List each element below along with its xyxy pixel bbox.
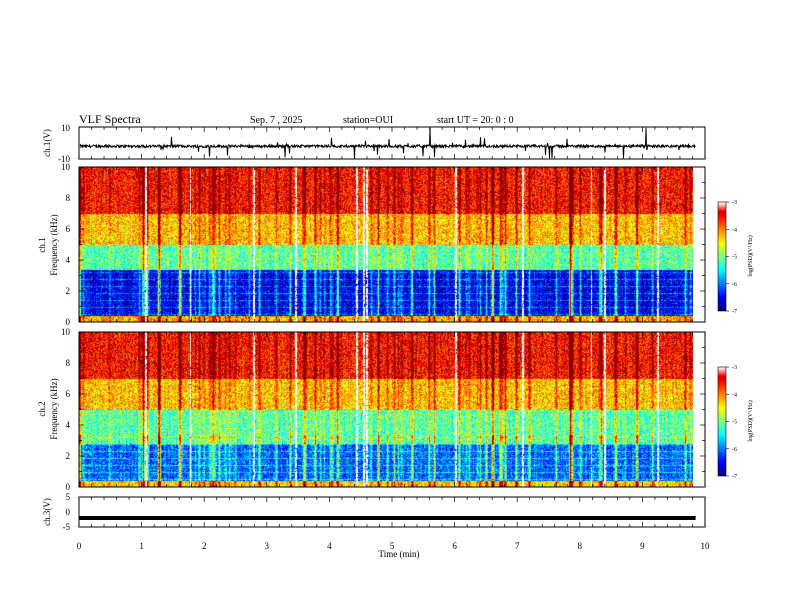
ch1-spec-ytick-0: 0	[66, 317, 71, 327]
ch2-spectrogram-ylabel-frequency: Frequency (kHz)	[49, 378, 59, 439]
x-tick-label-3: 3	[265, 541, 270, 551]
ch1-spectrogram-ylabel-frequency: Frequency (kHz)	[49, 214, 59, 275]
x-tick-label-0: 0	[77, 541, 82, 551]
ch2-spec-ytick-0: 0	[66, 482, 71, 492]
ch3-ylabel: ch.3(V)	[42, 498, 52, 526]
ch2-spec-ytick-10: 10	[61, 327, 71, 337]
ch1-waveform-line	[79, 127, 696, 159]
start-time-label: start UT = 20: 0 : 0	[437, 115, 514, 126]
ch2-colorbar-gradient	[718, 367, 726, 476]
ch1-spectrogram-ylabel-channel: ch.1	[37, 237, 47, 252]
ch1-spectrogram-heatmap	[79, 167, 693, 322]
ch2-spec-ytick-8: 8	[66, 358, 71, 368]
ch3-ytick-top: 5	[66, 492, 71, 502]
ch1-spec-ytick-10: 10	[61, 162, 71, 172]
ch2-spectrogram-panel: 0 2 4 6 8 10 ch.2 Frequency (kHz)	[37, 327, 706, 492]
x-tick-label-8: 8	[578, 541, 583, 551]
x-tick-label-10: 10	[701, 541, 711, 551]
ch2-colorbar-tick-3: -6	[732, 447, 737, 453]
x-tick-label-1: 1	[139, 541, 144, 551]
ch2-spec-ytick-6: 6	[66, 389, 71, 399]
ch3-ytick-bottom: -5	[63, 522, 71, 532]
station-label: station=OUI	[343, 115, 393, 126]
ch2-spectrogram-heatmap	[79, 332, 693, 487]
ch2-colorbar-label: log(PSD)(V²/Hz)	[747, 400, 754, 441]
x-tick-label-7: 7	[515, 541, 520, 551]
ch1-colorbar-tick-2: -5	[732, 255, 737, 261]
ch2-colorbar-tick-2: -5	[732, 420, 737, 426]
ch1-colorbar-tick-1: -4	[732, 227, 737, 233]
x-tick-label-6: 6	[452, 541, 457, 551]
ch1-spec-ytick-4: 4	[66, 255, 71, 265]
ch1-spec-ytick-2: 2	[66, 286, 71, 296]
ch1-colorbar-tick-0: -3	[732, 200, 737, 206]
ch1-colorbar: -3 -4 -5 -6 -7 log(PSD)(V²/Hz)	[717, 200, 754, 315]
ch1-colorbar-label: log(PSD)(V²/Hz)	[747, 235, 754, 276]
ch3-ytick-mid: 0	[66, 507, 71, 517]
x-tick-label-5: 5	[390, 541, 395, 551]
ch1-ylabel: ch.1(V)	[42, 129, 52, 157]
x-tick-label-2: 2	[202, 541, 207, 551]
ch2-colorbar-tick-0: -3	[732, 365, 737, 371]
ch1-spec-ytick-6: 6	[66, 224, 71, 234]
ch1-colorbar-gradient	[718, 202, 726, 311]
ch2-colorbar-tick-1: -4	[732, 392, 737, 398]
ch1-colorbar-tick-4: -7	[732, 309, 737, 315]
ch2-spectrogram-ylabel-channel: ch.2	[37, 401, 47, 416]
x-tick-label-9: 9	[640, 541, 645, 551]
ch1-spec-ytick-8: 8	[66, 193, 71, 203]
ch1-ytick-bottom: -10	[58, 154, 70, 164]
date-label: Sep. 7 , 2025	[250, 115, 303, 126]
ch2-spec-ytick-4: 4	[66, 420, 71, 430]
ch2-colorbar-tick-4: -7	[732, 474, 737, 480]
ch2-colorbar: -3 -4 -5 -6 -7 log(PSD)(V²/Hz)	[717, 365, 754, 480]
ch1-colorbar-tick-3: -6	[732, 282, 737, 288]
x-axis-label: Time (min)	[379, 549, 420, 559]
ch1-spectrogram-panel: 0 2 4 6 8 10 ch.1 Frequency (kHz)	[37, 162, 706, 327]
x-tick-label-4: 4	[327, 541, 332, 551]
ch2-spec-ytick-2: 2	[66, 451, 71, 461]
ch1-ytick-top: 10	[61, 123, 71, 133]
chart-title: VLF Spectra	[79, 112, 141, 126]
